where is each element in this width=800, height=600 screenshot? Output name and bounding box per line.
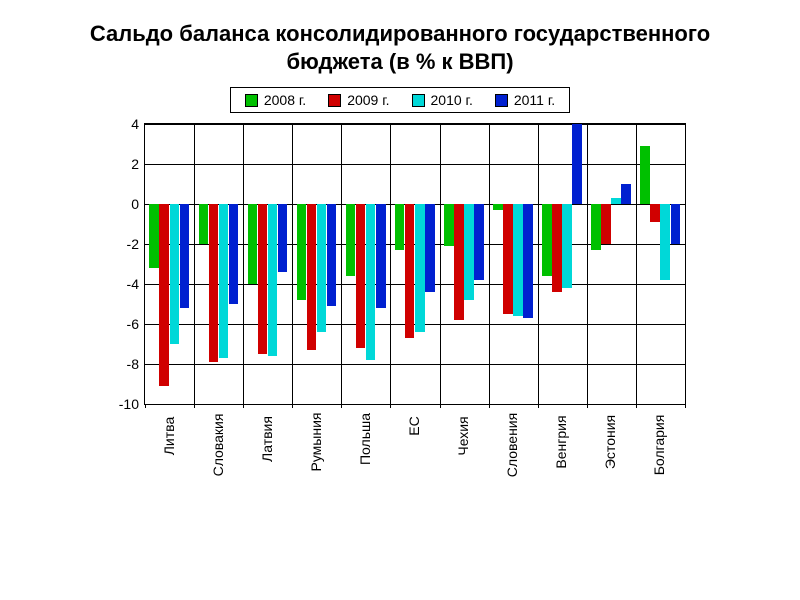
x-axis-label: Венгрия (553, 416, 569, 469)
bar (591, 204, 601, 250)
bar (229, 204, 239, 304)
y-tick-label: 0 (131, 196, 145, 212)
bar (199, 204, 209, 244)
chart: 2008 г. 2009 г. 2010 г. 2011 г. 420-2-4-… (110, 87, 690, 515)
bar (611, 198, 621, 204)
bar (346, 204, 356, 276)
category-divider (390, 124, 391, 404)
bar (454, 204, 464, 320)
bar (660, 204, 670, 280)
bar (542, 204, 552, 276)
x-axis-label: ЕС (406, 416, 422, 435)
bar (268, 204, 278, 356)
x-tick (685, 404, 686, 408)
y-tick-label: 2 (131, 156, 145, 172)
category-divider (243, 124, 244, 404)
x-axis-label: Польша (357, 413, 373, 465)
category-divider (489, 124, 490, 404)
legend-swatch (412, 94, 425, 107)
y-tick-label: -8 (127, 356, 145, 372)
legend-item: 2008 г. (245, 92, 306, 108)
category-divider (341, 124, 342, 404)
category-divider (538, 124, 539, 404)
category-divider (292, 124, 293, 404)
x-axis-label: Латвия (259, 416, 275, 462)
x-axis-label: Литва (161, 416, 177, 455)
y-tick-label: -6 (127, 316, 145, 332)
x-axis-label: Словения (504, 413, 520, 477)
category-divider (636, 124, 637, 404)
bar (523, 204, 533, 318)
x-axis-label: Словакия (210, 414, 226, 477)
y-tick-label: -10 (119, 396, 145, 412)
bar (395, 204, 405, 250)
bar (366, 204, 376, 360)
category-divider (587, 124, 588, 404)
bar (601, 204, 611, 244)
legend-swatch (245, 94, 258, 107)
x-axis-label: Болгария (651, 415, 667, 476)
gridline (145, 124, 685, 125)
bar (650, 204, 660, 222)
bar (180, 204, 190, 308)
bar (415, 204, 425, 332)
bar (621, 184, 631, 204)
y-tick-label: -2 (127, 236, 145, 252)
bar (159, 204, 169, 386)
bar (258, 204, 268, 354)
y-tick-label: 4 (131, 116, 145, 132)
bar (376, 204, 386, 308)
gridline (145, 164, 685, 165)
bar (552, 204, 562, 292)
bar (297, 204, 307, 300)
bar (474, 204, 484, 280)
bar (572, 124, 582, 204)
bar (671, 204, 681, 244)
x-axis-label: Чехия (455, 416, 471, 455)
x-axis-label: Румыния (308, 413, 324, 472)
plot-area: 420-2-4-6-8-10 (144, 123, 686, 405)
bar (219, 204, 229, 358)
x-axis-labels: Литва Словакия Латвия Румыния Польша ЕС Чехия С… (144, 405, 684, 515)
chart-title: Сальдо баланса консолидированного госуда… (0, 0, 800, 81)
y-tick-label: -4 (127, 276, 145, 292)
bar (209, 204, 219, 362)
category-divider (194, 124, 195, 404)
bar (464, 204, 474, 300)
bar (356, 204, 366, 348)
bar (149, 204, 159, 268)
bar (278, 204, 288, 272)
legend-swatch (328, 94, 341, 107)
bar (327, 204, 337, 306)
legend-item: 2009 г. (328, 92, 389, 108)
bar (444, 204, 454, 246)
bar (170, 204, 180, 344)
bar (562, 204, 572, 288)
legend-item: 2010 г. (412, 92, 473, 108)
legend-item: 2011 г. (495, 92, 555, 108)
legend-label: 2010 г. (431, 92, 473, 108)
bar (317, 204, 327, 332)
bar (425, 204, 435, 292)
legend-swatch (495, 94, 508, 107)
legend-label: 2009 г. (347, 92, 389, 108)
bar (248, 204, 258, 284)
bar (405, 204, 415, 338)
bar (503, 204, 513, 314)
category-divider (440, 124, 441, 404)
bar (307, 204, 317, 350)
bar (493, 204, 503, 210)
bar (640, 146, 650, 204)
gridline (145, 364, 685, 365)
legend-label: 2008 г. (264, 92, 306, 108)
legend-label: 2011 г. (514, 92, 555, 108)
bar (513, 204, 523, 316)
legend: 2008 г. 2009 г. 2010 г. 2011 г. (230, 87, 570, 113)
x-axis-label: Эстония (602, 415, 618, 469)
